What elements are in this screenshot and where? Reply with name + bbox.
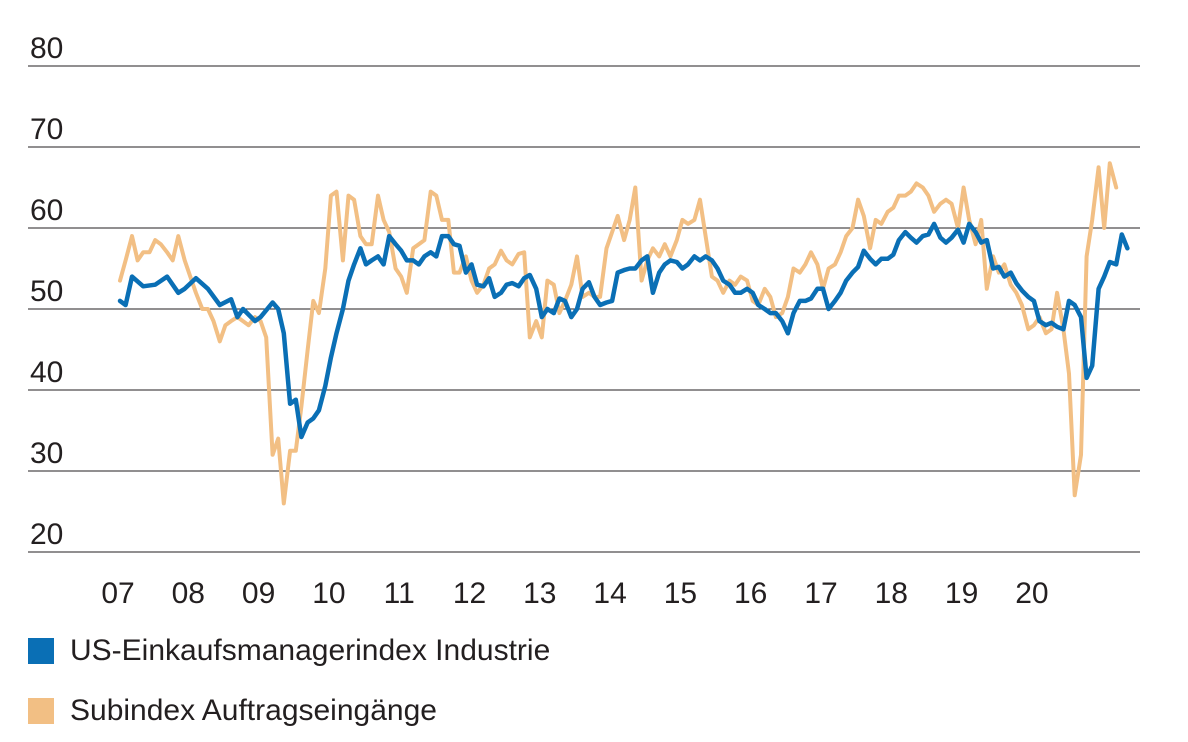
legend-swatch-orders [28, 698, 54, 724]
legend-label-pmi: US-Einkaufsmanagerindex Industrie [70, 634, 551, 667]
x-tick-label: 14 [593, 577, 626, 610]
legend-swatch-pmi [28, 638, 54, 664]
x-tick-label: 17 [804, 577, 837, 610]
legend-label-orders: Subindex Auftragseingänge [70, 694, 437, 727]
x-tick-label: 11 [384, 577, 415, 610]
x-tick-label: 16 [734, 577, 767, 610]
x-axis-ticks: 07 08 09 10 11 12 13 14 15 16 17 18 19 20 [101, 577, 1048, 610]
y-tick-label: 50 [30, 275, 63, 308]
legend-item-pmi: US-Einkaufsmanagerindex Industrie [28, 634, 550, 668]
y-axis-ticks: 80 70 60 50 40 30 20 [30, 32, 63, 551]
y-tick-label: 70 [30, 113, 63, 146]
series-line-pmi [117, 221, 1130, 440]
x-tick-label: 13 [523, 577, 556, 610]
x-tick-label: 10 [312, 577, 345, 610]
x-tick-label: 09 [242, 577, 275, 610]
x-tick-label: 12 [453, 577, 486, 610]
x-tick-label: 20 [1015, 577, 1048, 610]
x-tick-label: 15 [664, 577, 697, 610]
y-tick-label: 30 [30, 437, 63, 470]
x-tick-label: 08 [172, 577, 205, 610]
y-tick-label: 20 [30, 518, 63, 551]
legend-item-orders: Subindex Auftragseingänge [28, 694, 437, 728]
x-tick-label: 07 [101, 577, 134, 610]
y-tick-label: 80 [30, 32, 63, 65]
x-tick-label: 18 [875, 577, 908, 610]
series-lines [117, 161, 1130, 506]
y-tick-label: 40 [30, 356, 63, 389]
y-tick-label: 60 [30, 194, 63, 227]
x-tick-label: 19 [945, 577, 978, 610]
gridlines [28, 65, 1140, 553]
series-line-orders [118, 161, 1119, 506]
